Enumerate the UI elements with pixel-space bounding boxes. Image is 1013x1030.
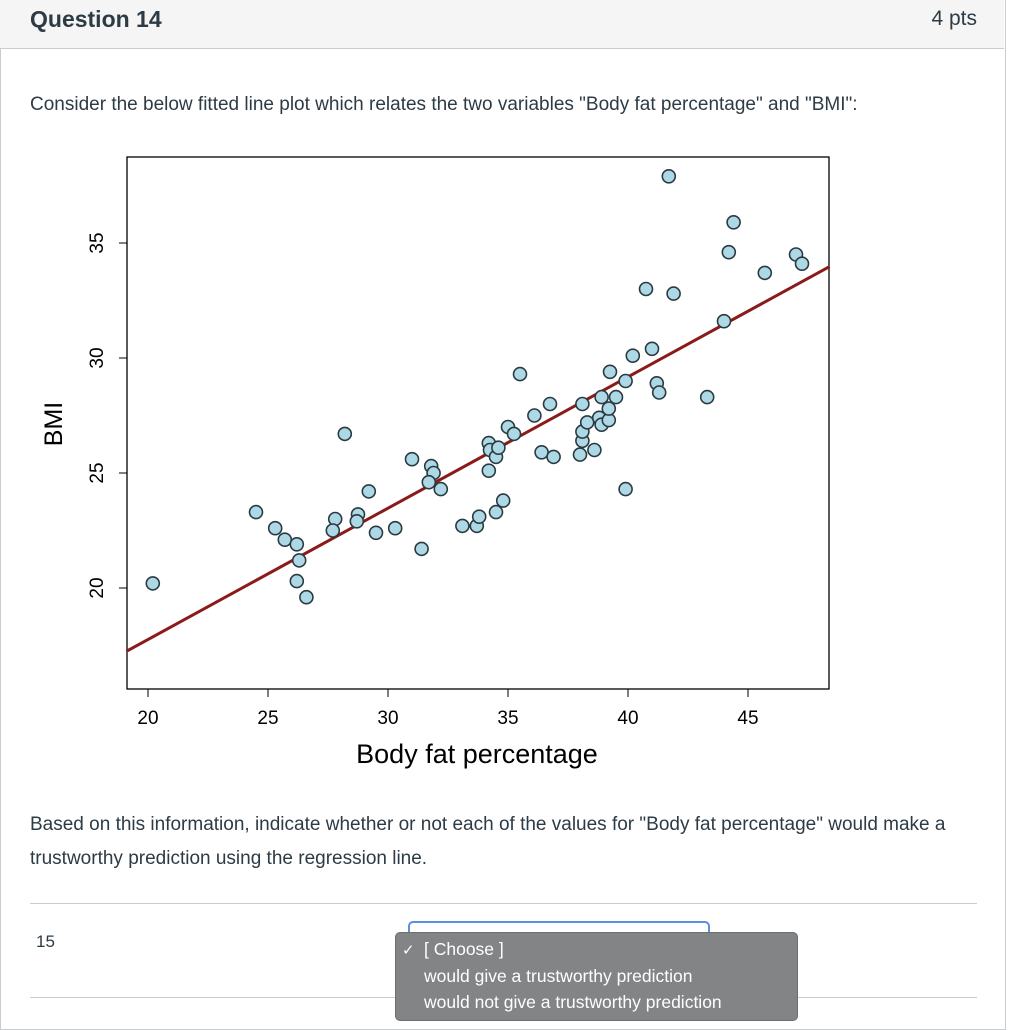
data-point xyxy=(481,463,497,479)
data-point xyxy=(267,520,283,536)
data-point xyxy=(575,396,590,412)
question-title: Question 14 xyxy=(30,6,162,32)
x-tick-label: 20 xyxy=(137,708,158,729)
data-point xyxy=(601,401,617,416)
x-tick-label: 45 xyxy=(737,708,758,729)
data-point xyxy=(546,449,561,465)
data-point xyxy=(542,396,558,412)
option-not-trustworthy[interactable]: would not give a trustworthy prediction xyxy=(424,992,722,1012)
y-tick-label: 25 xyxy=(87,462,108,483)
option-trustworthy[interactable]: would give a trustworthy prediction xyxy=(424,966,693,986)
data-point xyxy=(387,520,403,536)
x-tick-label: 25 xyxy=(257,708,278,729)
y-tick-label: 35 xyxy=(87,232,108,253)
data-point xyxy=(299,589,314,605)
question-instruction: Based on this information, indicate whet… xyxy=(30,814,946,869)
data-point xyxy=(289,536,305,552)
data-point xyxy=(361,484,377,499)
dropdown-menu: ✓ [ Choose ] would give a trustworthy pr… xyxy=(395,932,798,1021)
y-tick-label: 20 xyxy=(87,577,108,598)
data-point xyxy=(414,541,429,557)
divider xyxy=(30,903,977,904)
data-point xyxy=(368,525,384,541)
data-point xyxy=(455,518,470,534)
question-header: Question 14 4 pts xyxy=(0,0,1004,49)
data-point xyxy=(512,366,528,382)
data-point xyxy=(602,364,618,380)
data-point xyxy=(651,385,667,400)
data-point xyxy=(248,504,264,520)
data-point xyxy=(644,341,660,357)
y-tick-label: 30 xyxy=(87,347,108,368)
data-point xyxy=(608,389,624,405)
x-tick-label: 40 xyxy=(617,708,638,729)
data-point xyxy=(587,442,602,458)
checkmark-icon: ✓ xyxy=(402,942,415,959)
data-point xyxy=(625,348,641,364)
x-axis-label: Body fat percentage xyxy=(356,739,598,769)
data-point xyxy=(433,481,449,497)
data-point xyxy=(726,215,741,230)
data-point xyxy=(506,426,522,442)
data-point xyxy=(579,415,595,430)
question-points: 4 pts xyxy=(931,7,977,30)
option-choose[interactable]: [ Choose ] xyxy=(424,939,504,959)
data-point xyxy=(349,513,365,529)
regression-line xyxy=(125,265,831,653)
data-point xyxy=(794,256,810,272)
data-point xyxy=(291,553,307,568)
data-point xyxy=(572,447,588,462)
data-point xyxy=(277,532,293,548)
data-point xyxy=(404,451,420,467)
data-point xyxy=(527,408,542,423)
data-point xyxy=(488,504,504,520)
data-point xyxy=(289,573,305,589)
fitted-line-plot: 20 25 30 35 40 45 20 25 30 35 Body fat percentage… xyxy=(40,156,831,769)
data-point xyxy=(491,440,506,456)
question-prompt: Consider the below fitted line plot whic… xyxy=(30,94,858,115)
data-point xyxy=(325,523,341,538)
data-point xyxy=(721,244,737,260)
data-point xyxy=(757,265,773,281)
x-tick-label: 30 xyxy=(377,708,398,729)
x-tick-label: 35 xyxy=(497,708,518,729)
data-point xyxy=(666,286,681,301)
data-point xyxy=(618,373,633,389)
data-point xyxy=(661,169,677,184)
data-point xyxy=(471,509,487,525)
data-point xyxy=(495,493,511,508)
data-point xyxy=(594,389,609,405)
data-point xyxy=(534,444,549,460)
data-point xyxy=(699,389,715,405)
data-point xyxy=(618,481,633,497)
answer-row-label: 15 xyxy=(36,932,55,951)
data-point xyxy=(337,426,353,442)
data-point xyxy=(145,576,161,591)
data-point xyxy=(638,281,654,297)
plot-frame xyxy=(126,156,830,690)
data-point xyxy=(716,313,732,329)
y-axis-label: BMI xyxy=(40,402,68,446)
data-point xyxy=(421,474,437,490)
